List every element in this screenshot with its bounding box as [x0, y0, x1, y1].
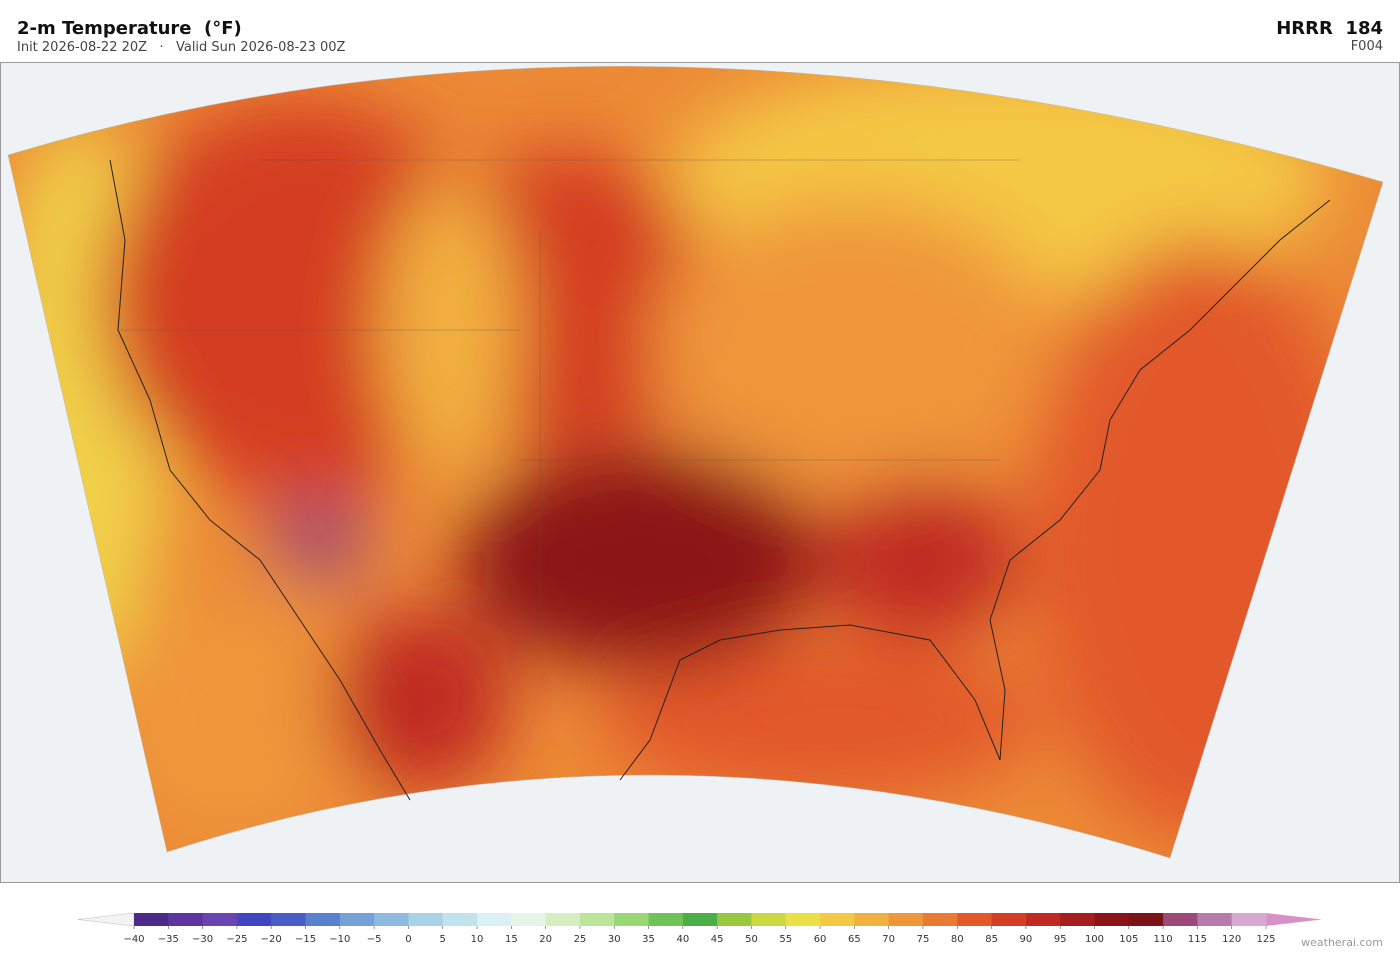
colorbar-tick-label: 95 — [1054, 934, 1067, 945]
colorbar-tick-label: −5 — [367, 934, 382, 945]
colorbar-tick-label: 60 — [814, 934, 827, 945]
colorbar: −40 −35 −30 −25 −20 −15 −10 −5 0 5 10 15 20 25 30 35 40 4… — [77, 912, 1322, 945]
colorbar-tick-label: −15 — [295, 934, 316, 945]
colorbar-tick-label: 40 — [676, 934, 689, 945]
colorbar-bin — [888, 913, 924, 926]
colorbar-bin — [1163, 913, 1198, 926]
colorbar-tick-label: 85 — [985, 934, 998, 945]
colorbar-bin — [854, 913, 890, 926]
colorbar-bin — [545, 913, 581, 926]
colorbar-tick-label: 15 — [505, 934, 518, 945]
colorbar-tick-label: −35 — [158, 934, 179, 945]
colorbar-tick-label: 110 — [1154, 934, 1173, 945]
colorbar-bin — [785, 913, 821, 926]
colorbar-tick-label: −10 — [329, 934, 350, 945]
forecast-hour: F004 — [1351, 39, 1383, 54]
colorbar-bin — [374, 913, 409, 926]
colorbar-tick-label: −40 — [123, 934, 144, 945]
colorbar-bin — [305, 913, 341, 926]
colorbar-bin — [820, 913, 855, 926]
colorbar-bin — [1128, 913, 1164, 926]
colorbar-tick-label: 30 — [608, 934, 621, 945]
colorbar-tick-label: 100 — [1085, 934, 1104, 945]
colorbar-tick-label: 70 — [882, 934, 895, 945]
colorbar-bin — [751, 913, 787, 926]
colorbar-tick-label: 65 — [848, 934, 861, 945]
colorbar-tick-label: 35 — [642, 934, 655, 945]
colorbar-bin — [442, 913, 478, 926]
colorbar-tick-label: 45 — [711, 934, 724, 945]
colorbar-bin — [1197, 913, 1233, 926]
colorbar-bin — [134, 913, 169, 926]
colorbar-bin — [168, 913, 204, 926]
colorbar-bin — [991, 913, 1027, 926]
colorbar-tick-label: 75 — [917, 934, 930, 945]
temperature-field — [8, 66, 1383, 858]
borders — [120, 159, 1020, 620]
colorbar-tick-label: 5 — [440, 934, 446, 945]
colorbar-tick-label: 25 — [574, 934, 587, 945]
colorbar-bin — [579, 913, 615, 926]
colorbar-tick-label: 0 — [405, 934, 411, 945]
model: HRRR 184 — [1276, 18, 1383, 39]
colorbar-bin — [477, 913, 512, 926]
colorbar-bin — [202, 913, 238, 926]
colorbar-tick-label: −30 — [192, 934, 213, 945]
map — [0, 62, 1400, 883]
colorbar-bin — [408, 913, 444, 926]
colorbar-tick-label: 80 — [951, 934, 964, 945]
colorbar-tick-label: 55 — [779, 934, 792, 945]
colorbar-bin — [1025, 913, 1061, 926]
colorbar-tick-label: 105 — [1119, 934, 1138, 945]
colorbar-bin — [957, 913, 993, 926]
colorbar-tick-label: 20 — [539, 934, 552, 945]
colorbar-bin — [1231, 913, 1267, 926]
colorbar-under — [77, 912, 135, 927]
colorbar-bin — [1060, 913, 1095, 926]
colorbar-tick-label: 115 — [1188, 934, 1207, 945]
colorbar-bin — [922, 913, 958, 926]
colorbar-over — [1266, 913, 1322, 926]
colorbar-tick-label: 50 — [745, 934, 758, 945]
colorbar-bin — [614, 913, 650, 926]
colorbar-bin — [1094, 913, 1130, 926]
coastline — [109, 159, 1331, 801]
credit: weatherai.com — [1301, 936, 1383, 949]
subtitle: Init 2026-08-22 20Z · Valid Sun 2026-08-… — [17, 40, 346, 55]
colorbar-tick-label: 125 — [1256, 934, 1275, 945]
colorbar-bin — [717, 913, 752, 926]
colorbar-bin — [271, 913, 307, 926]
colorbar-tick-label: −20 — [261, 934, 282, 945]
colorbar-bin — [236, 913, 272, 926]
colorbar-bin — [339, 913, 375, 926]
colorbar-tick-label: −25 — [226, 934, 247, 945]
colorbar-bin — [511, 913, 547, 926]
colorbar-tick-label: 10 — [471, 934, 484, 945]
title: 2-m Temperature (°F) — [17, 18, 242, 39]
colorbar-bin — [682, 913, 718, 926]
colorbar-bin — [648, 913, 684, 926]
colorbar-tick-label: 90 — [1020, 934, 1033, 945]
colorbar-tick-label: 120 — [1222, 934, 1241, 945]
